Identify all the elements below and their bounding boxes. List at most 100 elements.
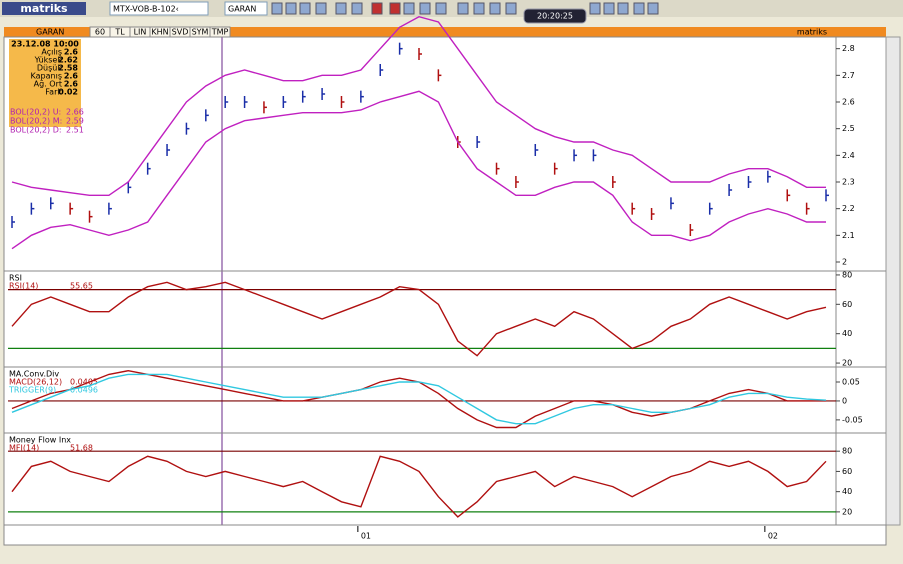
info-label: Kapanış — [31, 72, 62, 81]
info-date: 23.12.08 10:00 — [11, 40, 79, 49]
price-bar — [108, 202, 112, 215]
y-tick-label: 20 — [842, 507, 852, 516]
y-tick-label: 40 — [842, 329, 852, 338]
price-bar — [224, 96, 229, 108]
y-tick-label: 2.1 — [842, 231, 855, 240]
price-bar — [612, 176, 616, 188]
plot — [11, 42, 829, 236]
price-bar — [670, 197, 674, 210]
scrollbar[interactable] — [885, 36, 901, 526]
legend-value: 0.0496 — [70, 386, 98, 395]
price-bar — [321, 88, 326, 100]
price-bar — [689, 224, 694, 236]
info-value: 2.62 — [58, 56, 78, 65]
tab[interactable] — [209, 26, 231, 38]
price-bar — [708, 202, 713, 215]
price-bar — [573, 149, 578, 162]
price-bar — [185, 122, 190, 135]
legend-name: MFI(14) — [9, 444, 39, 453]
price-bar — [553, 162, 558, 175]
price-bar — [88, 210, 93, 223]
price-bar — [30, 202, 35, 215]
panel-title: MA.Conv.Div — [9, 370, 59, 379]
price-bar — [11, 216, 15, 228]
price-bar — [69, 202, 74, 215]
price-bar — [379, 64, 384, 76]
info-value: 0.02 — [58, 88, 78, 97]
price-bar — [243, 96, 248, 108]
price-bar — [825, 189, 829, 202]
y-tick-label: 0.05 — [842, 378, 860, 387]
legend-value: 55.65 — [70, 282, 93, 291]
info-value: 2.6 — [64, 48, 79, 57]
price-bar — [805, 202, 810, 215]
info-label: Fark — [45, 88, 62, 97]
price-bar — [747, 176, 752, 188]
panel-title: RSI — [9, 274, 22, 283]
band-label: BOL(20,2) D: — [10, 126, 62, 135]
price-bar — [534, 144, 539, 156]
symbol-list-dropdown[interactable] — [109, 1, 209, 16]
price-bar — [205, 109, 209, 122]
price-bar — [495, 162, 500, 175]
info-label: Ağ. Ort — [34, 80, 62, 89]
series-line — [11, 90, 826, 250]
symbol: GARAN — [228, 5, 256, 14]
band-label: BOL(20,2) U: — [10, 108, 61, 117]
price-bar — [340, 96, 345, 108]
y-tick-label: 60 — [842, 300, 852, 309]
info-value: 2.6 — [64, 72, 79, 81]
price-bar — [282, 96, 287, 108]
clock-box — [523, 8, 587, 24]
legend-name: MACD(26,12) — [9, 378, 62, 387]
band-label: BOL(20,2) M: — [10, 117, 62, 126]
y-tick-label: 2.6 — [842, 98, 855, 107]
y-tick-label: 2.4 — [842, 151, 855, 160]
series-line — [11, 281, 827, 357]
panel-title: Money Flow Inx — [9, 436, 71, 445]
symbol-dropdown[interactable] — [224, 1, 268, 16]
symbol-list: MTX-VOB-B-102‹ — [113, 5, 179, 14]
price-bar — [418, 48, 422, 60]
x-tick-label: 01 — [361, 532, 371, 541]
x-tick-label: 02 — [768, 532, 778, 541]
price-bar — [631, 202, 636, 215]
header-symbol: GARAN — [36, 28, 64, 37]
price-bar — [166, 144, 171, 156]
info-value: 2.6 — [64, 80, 79, 89]
x-axis-bar — [3, 524, 887, 546]
price-bar — [728, 184, 733, 196]
tab-label: SVD — [172, 28, 189, 37]
band-value: 2.66 — [66, 108, 84, 117]
info-value: 2.58 — [58, 64, 78, 73]
tab-label: 60 — [95, 28, 105, 37]
y-tick-label: 2.5 — [842, 124, 855, 133]
tab-label: TMP — [211, 28, 229, 37]
price-bar — [301, 90, 306, 103]
price-bar — [50, 197, 54, 210]
tab-label: TL — [114, 28, 125, 37]
logo-box — [2, 2, 86, 15]
tab-label: SYM — [192, 28, 209, 37]
chart-area — [3, 36, 887, 526]
y-tick-label: 80 — [842, 447, 852, 456]
price-bar — [515, 176, 519, 188]
y-tick-label: 40 — [842, 487, 852, 496]
legend-value: 0.0405 — [70, 378, 98, 387]
clock: 20:20:25 — [537, 12, 573, 21]
legend-name: TRIGGER(9) — [8, 386, 56, 395]
info-label: Düşük — [37, 64, 62, 73]
y-tick-label: 0 — [842, 396, 847, 405]
price-bar — [592, 149, 597, 162]
y-tick-label: 20 — [842, 359, 852, 368]
price-bar — [360, 90, 364, 103]
toolbar-icons — [271, 2, 659, 15]
logo: matriks — [20, 2, 68, 15]
info-box — [9, 39, 81, 127]
y-tick-label: 60 — [842, 467, 852, 476]
price-bar — [650, 208, 655, 220]
info-label: Yüksek — [34, 56, 63, 65]
y-tick-label: 2.7 — [842, 71, 855, 80]
series-line — [11, 373, 827, 425]
y-tick-label: 2.8 — [842, 44, 855, 53]
